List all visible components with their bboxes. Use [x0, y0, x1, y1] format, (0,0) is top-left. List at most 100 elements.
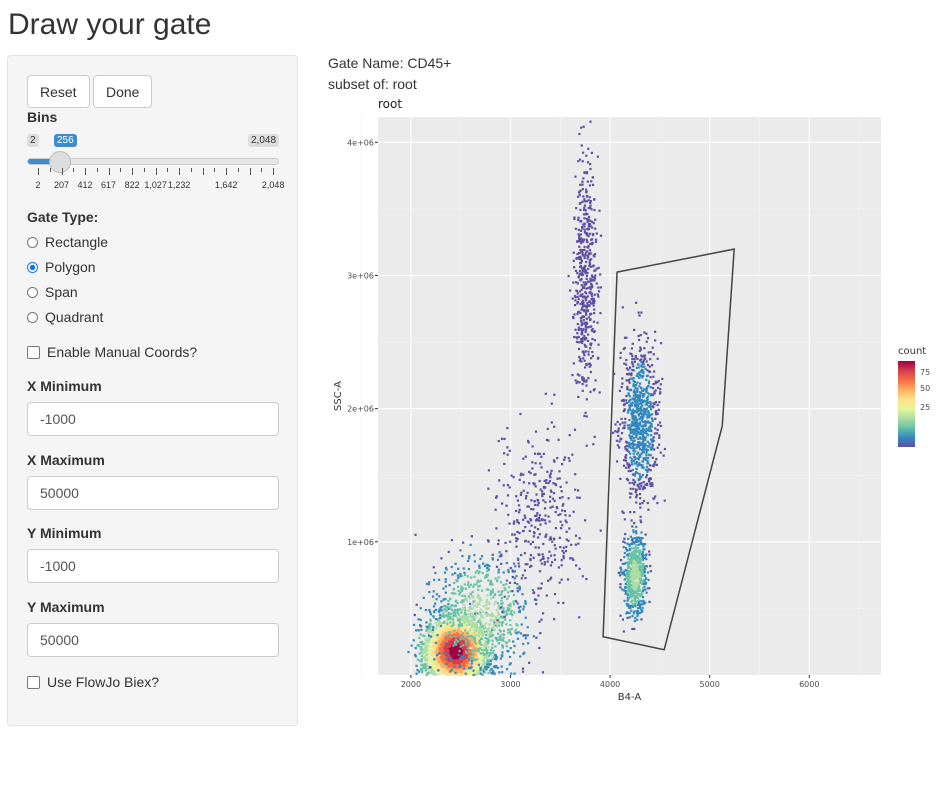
done-button[interactable]: Done [93, 75, 153, 108]
data-point [638, 349, 641, 353]
x-maximum-input[interactable]: 50000 [27, 475, 279, 510]
data-point [632, 439, 635, 442]
data-point [633, 620, 636, 623]
data-point [589, 204, 592, 207]
radio-icon[interactable] [27, 311, 38, 323]
data-point [491, 658, 494, 661]
y-maximum-input[interactable]: 50000 [27, 622, 279, 657]
data-point [466, 630, 470, 633]
data-point [420, 642, 423, 645]
data-point [467, 617, 470, 620]
data-point [649, 414, 652, 417]
gate-type-polygon[interactable]: Polygon [27, 259, 96, 275]
data-point [517, 562, 520, 565]
gate-type-rectangle[interactable]: Rectangle [27, 234, 108, 250]
data-point [427, 643, 430, 646]
data-point [646, 445, 649, 448]
gate-plot[interactable]: 2000 3000 4000 5000 60001e+062e+063e+064e+06… [320, 95, 944, 707]
data-point [637, 445, 641, 448]
data-point [500, 655, 504, 658]
data-point [626, 590, 629, 594]
data-point [461, 620, 464, 623]
data-point [619, 351, 622, 355]
data-point [627, 368, 630, 371]
data-point [452, 656, 455, 660]
data-point [581, 338, 584, 342]
data-point [631, 423, 634, 426]
data-point [639, 595, 642, 598]
data-point [437, 652, 441, 655]
data-point [429, 622, 432, 625]
data-point [647, 384, 650, 388]
checkbox-icon[interactable] [27, 345, 40, 359]
data-point [642, 428, 645, 431]
gate-type-quadrant[interactable]: Quadrant [27, 309, 103, 325]
bins-label: Bins [27, 109, 58, 125]
data-point [541, 612, 545, 615]
data-point [468, 555, 471, 558]
data-point [417, 643, 420, 647]
data-point [572, 362, 575, 365]
checkbox-icon[interactable] [27, 675, 40, 689]
radio-icon[interactable] [27, 261, 38, 273]
data-point [643, 458, 647, 461]
data-point [449, 628, 452, 631]
bins-slider[interactable] [27, 151, 279, 173]
data-point [623, 578, 626, 581]
data-point [498, 551, 501, 554]
y-minimum-input[interactable]: -1000 [27, 549, 279, 583]
data-point [636, 611, 639, 614]
data-point [474, 658, 477, 662]
data-point [450, 625, 453, 628]
data-point [582, 238, 586, 241]
data-point [639, 334, 642, 337]
data-point [466, 645, 470, 648]
data-point [649, 401, 652, 404]
data-point [638, 462, 641, 465]
data-point [635, 434, 638, 437]
radio-icon[interactable] [27, 236, 38, 248]
reset-button[interactable]: Reset [27, 75, 90, 108]
data-point [430, 649, 433, 653]
data-point [473, 599, 476, 603]
data-point [430, 645, 433, 649]
data-point [419, 624, 422, 627]
data-point [475, 648, 478, 652]
gate-type-span[interactable]: Span [27, 284, 78, 300]
data-point [489, 597, 493, 600]
data-point [457, 638, 460, 641]
data-point [644, 388, 647, 391]
radio-icon[interactable] [27, 286, 38, 298]
x-minimum-input[interactable]: -1000 [27, 402, 279, 436]
data-point [485, 655, 488, 658]
data-point [475, 650, 478, 653]
data-point [470, 652, 473, 655]
data-point [469, 659, 472, 662]
data-point [567, 274, 570, 278]
data-point [642, 399, 646, 402]
data-point [576, 373, 579, 376]
data-point [593, 255, 596, 258]
data-point [576, 240, 579, 243]
data-point [480, 632, 483, 635]
data-point [587, 362, 590, 365]
data-point [493, 665, 496, 668]
data-point [630, 604, 633, 607]
data-point [551, 505, 554, 508]
data-point [458, 593, 461, 596]
data-point [556, 477, 559, 480]
data-point [584, 313, 588, 316]
data-point [457, 613, 460, 616]
slider-handle[interactable] [49, 151, 71, 173]
data-point [648, 404, 652, 408]
data-point [630, 428, 633, 431]
biex-checkbox[interactable]: Use FlowJo Biex? [27, 674, 159, 690]
data-point [447, 550, 450, 554]
data-point [420, 654, 424, 658]
manual-coords-checkbox[interactable]: Enable Manual Coords? [27, 344, 197, 360]
data-point [580, 341, 584, 345]
data-point [485, 653, 489, 656]
data-point [630, 600, 633, 603]
data-point [645, 482, 649, 485]
data-point [630, 425, 633, 428]
